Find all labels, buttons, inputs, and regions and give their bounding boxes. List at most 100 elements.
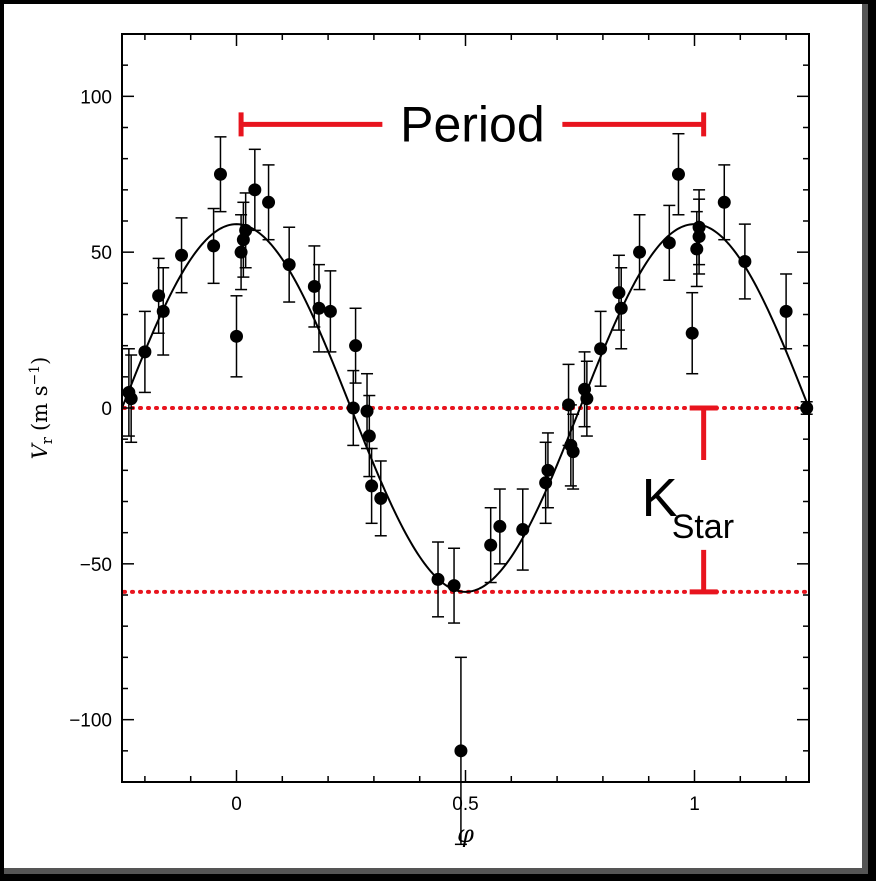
data-point-group bbox=[779, 273, 793, 350]
k-star-label: KStar bbox=[642, 468, 734, 546]
data-point-group bbox=[516, 488, 530, 571]
x-tick-label: 1 bbox=[689, 794, 700, 815]
data-point-group bbox=[124, 354, 138, 444]
data-point-group bbox=[447, 547, 461, 624]
y-label-units-close: ) bbox=[28, 357, 52, 365]
data-point bbox=[323, 304, 337, 318]
data-point bbox=[541, 463, 555, 477]
data-point-group bbox=[323, 270, 337, 353]
data-point bbox=[580, 392, 594, 406]
data-point bbox=[738, 255, 752, 269]
data-point-group bbox=[312, 263, 326, 353]
data-point-group bbox=[431, 541, 445, 618]
data-point bbox=[614, 301, 628, 315]
data-point bbox=[447, 579, 461, 593]
data-point-group bbox=[717, 164, 731, 241]
x-tick-label: 0 bbox=[231, 794, 242, 815]
data-point-group bbox=[493, 488, 507, 565]
data-point-group bbox=[541, 432, 555, 509]
data-point bbox=[717, 195, 731, 209]
period-label: Period bbox=[400, 96, 545, 152]
data-point bbox=[454, 744, 468, 758]
data-point bbox=[152, 289, 166, 303]
data-point-group bbox=[484, 506, 498, 584]
data-point-group bbox=[207, 207, 221, 285]
y-tick-label: 100 bbox=[80, 87, 112, 108]
data-point bbox=[307, 279, 321, 293]
data-points-layer bbox=[122, 132, 814, 846]
data-point bbox=[671, 167, 685, 181]
axes-layer: 0 0.5 1 −100 −50 0 50 100 bbox=[69, 33, 810, 815]
y-label-main: V bbox=[28, 442, 52, 459]
data-point bbox=[230, 329, 243, 343]
figure-panel bbox=[4, 4, 868, 874]
y-tick-label: −50 bbox=[80, 555, 112, 576]
data-point-group bbox=[239, 192, 253, 269]
reference-lines-layer bbox=[122, 406, 811, 594]
data-point-group bbox=[671, 132, 685, 216]
data-point bbox=[779, 304, 793, 318]
data-point-group bbox=[594, 310, 608, 387]
data-point bbox=[566, 445, 580, 459]
data-point-group bbox=[685, 291, 699, 375]
data-point-group bbox=[612, 254, 626, 331]
y-label-units: (m s bbox=[28, 385, 52, 431]
k-sub-label: Star bbox=[672, 508, 734, 546]
data-point bbox=[312, 301, 326, 315]
data-point bbox=[493, 519, 507, 533]
data-point-group bbox=[662, 204, 676, 281]
y-label-units-exp: −1 bbox=[27, 365, 43, 386]
data-point-group bbox=[362, 394, 376, 478]
y-tick-label: 0 bbox=[101, 399, 112, 420]
data-point bbox=[633, 245, 647, 259]
data-point-group bbox=[230, 295, 243, 378]
data-point bbox=[692, 220, 706, 234]
data-point-group bbox=[138, 310, 152, 394]
data-point bbox=[138, 345, 152, 359]
data-point-group bbox=[307, 245, 321, 328]
data-point-group bbox=[156, 267, 170, 356]
data-point bbox=[207, 239, 221, 253]
data-point-group bbox=[374, 460, 388, 537]
data-point bbox=[124, 392, 138, 406]
data-point bbox=[516, 523, 530, 537]
data-point bbox=[248, 183, 262, 197]
data-point bbox=[685, 326, 699, 340]
data-point bbox=[431, 572, 445, 586]
data-point bbox=[374, 491, 388, 505]
data-point bbox=[282, 258, 296, 272]
data-point bbox=[175, 248, 189, 262]
y-label-sub: r bbox=[38, 436, 56, 444]
data-point-group bbox=[365, 447, 379, 525]
data-point bbox=[213, 167, 227, 181]
data-point-group bbox=[262, 164, 276, 241]
y-axis-label: Vr (m s−1) bbox=[27, 357, 56, 460]
data-point bbox=[360, 404, 374, 418]
k-label: K bbox=[642, 468, 678, 528]
data-point-group bbox=[346, 369, 360, 447]
x-axis-label: φ bbox=[457, 820, 474, 848]
data-point-group bbox=[614, 267, 628, 350]
data-point bbox=[234, 245, 248, 259]
data-point bbox=[690, 242, 704, 256]
data-point bbox=[612, 286, 626, 300]
data-point bbox=[156, 304, 170, 318]
data-point-group bbox=[349, 307, 363, 384]
data-point-group bbox=[454, 656, 468, 846]
data-point bbox=[346, 401, 360, 415]
data-point-group bbox=[580, 360, 594, 437]
data-point-group bbox=[282, 226, 296, 303]
data-point-group bbox=[248, 148, 262, 232]
data-point-group bbox=[738, 223, 752, 300]
data-point-group bbox=[633, 214, 647, 291]
data-point-group bbox=[122, 348, 136, 437]
data-point-group bbox=[213, 136, 227, 213]
data-point bbox=[662, 236, 676, 250]
data-point-group bbox=[566, 413, 580, 490]
data-point-group bbox=[692, 189, 706, 266]
data-point bbox=[362, 429, 376, 443]
y-tick-label: 50 bbox=[91, 243, 112, 264]
data-point-group bbox=[578, 351, 592, 428]
data-point bbox=[349, 339, 363, 353]
